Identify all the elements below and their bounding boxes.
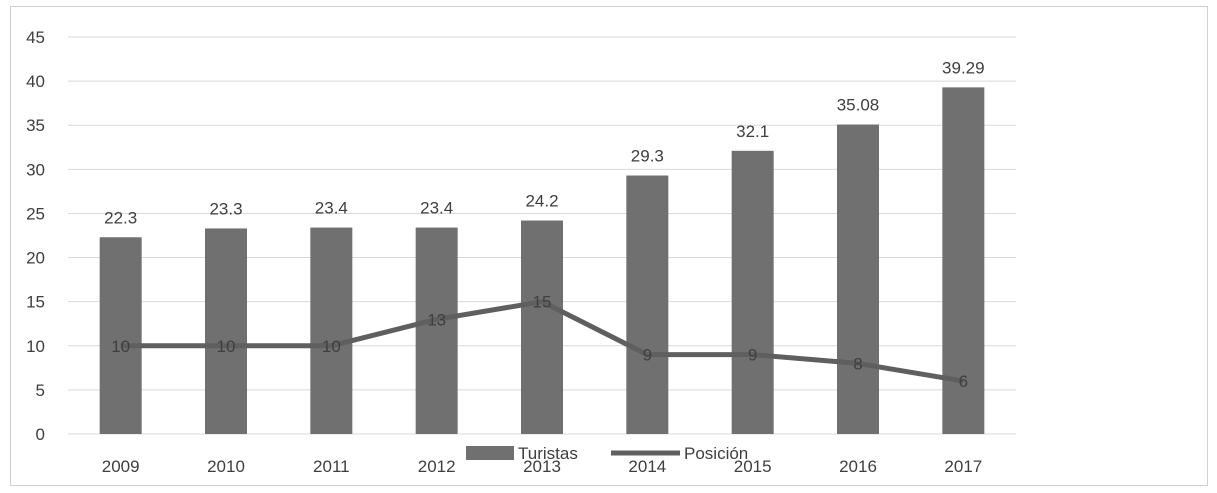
bar-turistas bbox=[99, 237, 142, 434]
x-tick-label: 2012 bbox=[418, 457, 456, 476]
line-data-label: 9 bbox=[748, 346, 757, 365]
y-tick-label: 15 bbox=[26, 293, 45, 312]
bar-labels: 22.3 23.3 23.4 23.4 24.2 29.3 32.1 35.08 39.29 bbox=[104, 58, 984, 227]
line-data-label: 10 bbox=[111, 337, 130, 356]
bar-turistas bbox=[310, 227, 353, 434]
y-tick-label: 20 bbox=[26, 249, 45, 268]
bar-turistas bbox=[731, 150, 774, 434]
line-data-label: 9 bbox=[643, 346, 652, 365]
bar-turistas bbox=[415, 227, 458, 434]
legend-label-posicion: Posición bbox=[684, 444, 748, 463]
line-data-label: 6 bbox=[959, 372, 968, 391]
x-tick-label: 2016 bbox=[839, 457, 877, 476]
bar-data-label: 39.29 bbox=[942, 58, 985, 77]
bar-data-label: 24.2 bbox=[525, 192, 558, 211]
bar-data-label: 23.3 bbox=[209, 199, 242, 218]
bar-turistas bbox=[837, 124, 879, 434]
x-tick-label: 2013 bbox=[523, 457, 561, 476]
y-tick-label: 5 bbox=[36, 381, 45, 400]
y-tick-label: 0 bbox=[36, 425, 45, 444]
line-posicion bbox=[120, 299, 964, 384]
bar-data-label: 23.4 bbox=[315, 199, 348, 218]
x-tick-label: 2017 bbox=[944, 457, 982, 476]
x-tick-label: 2011 bbox=[313, 457, 350, 476]
x-tick-label: 2014 bbox=[628, 457, 666, 476]
y-tick-label: 30 bbox=[26, 160, 45, 179]
y-tick-label: 40 bbox=[26, 72, 45, 91]
bar-data-label: 29.3 bbox=[631, 147, 664, 166]
line-data-label: 10 bbox=[322, 337, 341, 356]
bar-turistas bbox=[626, 175, 669, 434]
bar-data-label: 32.1 bbox=[736, 122, 769, 141]
legend-swatch-turistas bbox=[466, 446, 514, 460]
line-data-label: 10 bbox=[217, 337, 236, 356]
x-tick-label: 2010 bbox=[207, 457, 245, 476]
line-data-label: 13 bbox=[427, 310, 446, 329]
y-tick-label: 35 bbox=[26, 116, 45, 135]
y-tick-label: 45 bbox=[26, 28, 45, 47]
y-axis-ticks: 0 5 10 15 20 25 30 35 40 45 bbox=[26, 28, 45, 444]
x-tick-label: 2015 bbox=[734, 457, 772, 476]
bar-data-label: 23.4 bbox=[420, 199, 453, 218]
bars bbox=[99, 87, 985, 435]
bar-data-label: 35.08 bbox=[837, 96, 880, 115]
y-tick-label: 25 bbox=[26, 204, 45, 223]
legend-label-turistas: Turistas bbox=[518, 444, 578, 463]
x-axis-ticks: 2009 2010 2011 2012 2013 2014 2015 2016 2017 bbox=[102, 457, 982, 476]
line-data-label: 15 bbox=[533, 293, 552, 312]
line-data-label: 8 bbox=[853, 354, 862, 373]
bar-turistas bbox=[205, 228, 247, 434]
x-tick-label: 2009 bbox=[102, 457, 140, 476]
bar-turistas bbox=[521, 220, 563, 434]
bar-data-label: 22.3 bbox=[104, 208, 137, 227]
line-series bbox=[120, 299, 964, 384]
line-labels: 10 10 10 13 15 9 9 8 6 bbox=[111, 293, 968, 391]
legend: Turistas Posición bbox=[466, 444, 748, 463]
y-tick-label: 10 bbox=[26, 337, 45, 356]
